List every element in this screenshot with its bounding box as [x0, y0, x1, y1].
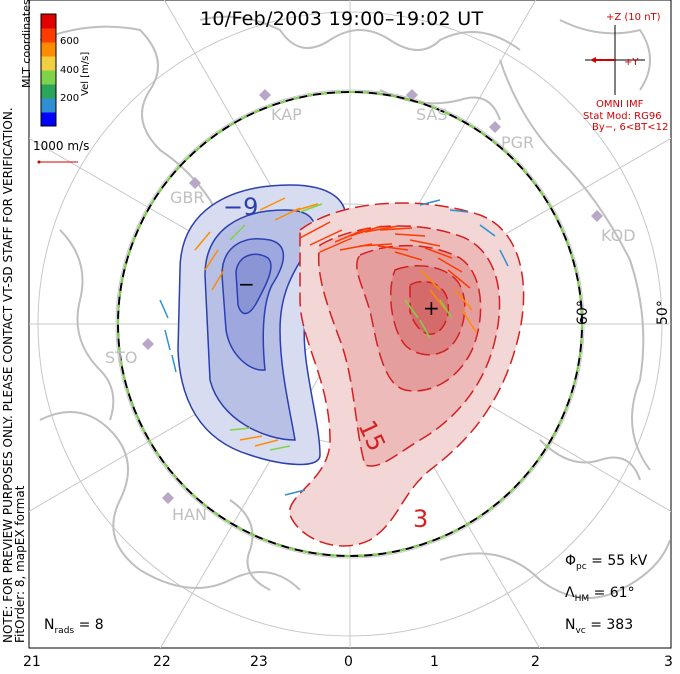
mlt-tick-21: 21: [23, 654, 41, 670]
lat-label-60: 60°: [575, 300, 591, 325]
stat-lambda-value: = 61°: [593, 585, 635, 601]
negative-cell: [177, 184, 347, 466]
stat-lambda-symbol: Λ: [565, 585, 575, 601]
mlt-tick-3: 3: [664, 654, 673, 670]
stat-phi-value: = 55 kV: [591, 553, 648, 569]
colorbar-frame: [40, 13, 57, 127]
colorbar-swatch: [41, 98, 56, 113]
positive-cell: [289, 202, 525, 547]
stat-nrads-sub: rads: [54, 625, 75, 636]
stat-lambda-sub: HM: [574, 593, 590, 604]
hmb-overlay: [117, 91, 583, 557]
imf-z-label: +Z (10 nT): [606, 12, 661, 23]
mlt-tick-0: 0: [344, 654, 353, 670]
colorbar-swatch: [41, 56, 56, 71]
imf-arrow-icon: [590, 57, 596, 63]
station-sas: SAS: [416, 105, 448, 124]
stat-nvc-symbol: N: [565, 617, 576, 633]
station-han: HAN: [172, 505, 207, 524]
colorbar-tick-200: 200: [60, 93, 80, 104]
colorbar-swatch: [41, 28, 56, 43]
stat-lambda-hm: ΛHM = 61°: [565, 585, 635, 604]
stat-n-vc: Nvc = 383: [565, 617, 633, 636]
velocity-scale-origin: [37, 160, 41, 164]
colorbar-swatch: [41, 14, 56, 29]
coordinate-label: MLT coordinates: [20, 0, 33, 88]
velocity-scale-label: 1000 m/s: [33, 139, 90, 153]
station-kod: KOD: [601, 226, 636, 245]
mlt-tick-2: 2: [531, 654, 540, 670]
station-markers: [142, 89, 603, 504]
stat-nvc-value: = 383: [590, 617, 634, 633]
stat-phi-sub: pc: [576, 561, 587, 572]
mlt-tick-22: 22: [153, 654, 171, 670]
colorbar-swatch: [41, 84, 56, 99]
stat-phi-pc: Φpc = 55 kV: [565, 553, 647, 572]
colorbar-swatch: [41, 42, 56, 57]
imf-source: OMNI IMF: [596, 99, 644, 110]
colorbar-swatch: [41, 70, 56, 85]
colorbar-tick-400: 400: [60, 65, 80, 76]
mlt-tick-23: 23: [250, 654, 268, 670]
velocity-vectors: [159, 197, 509, 496]
colorbar-label: Vel [m/s]: [80, 51, 91, 96]
stat-n-rads: Nrads = 8: [44, 617, 104, 636]
contour-label-neg: −9: [223, 193, 259, 221]
stat-model: Stat Mod: RG96: [583, 111, 662, 122]
station-gbr: GBR: [170, 188, 205, 207]
station-kap: KAP: [271, 105, 302, 124]
station-sto: STO: [105, 348, 138, 367]
fit-info: FitOrder: 8, mapEX format: [13, 485, 27, 643]
lat-label-50: 50°: [655, 300, 671, 325]
plot-title: 10/Feb/2003 19:00–19:02 UT: [200, 8, 484, 30]
colorbar-tick-600: 600: [60, 36, 80, 47]
station-pgr: PGR: [501, 133, 535, 152]
stat-phi-symbol: Φ: [565, 553, 577, 569]
imf-bin: By−, 6<BT<12: [592, 122, 669, 133]
mlt-tick-1: 1: [430, 654, 439, 670]
contour-label-3: 3: [413, 505, 429, 533]
velocity-colorbar: [41, 14, 56, 127]
stat-nrads-symbol: N: [44, 617, 55, 633]
colorbar-swatch: [41, 112, 56, 127]
potential-max-marker: +: [423, 296, 440, 320]
imf-y-label: +Y: [624, 57, 639, 68]
stat-nvc-sub: vc: [575, 625, 586, 636]
stat-nrads-value: = 8: [78, 617, 104, 633]
potential-min-marker: −: [238, 272, 255, 296]
